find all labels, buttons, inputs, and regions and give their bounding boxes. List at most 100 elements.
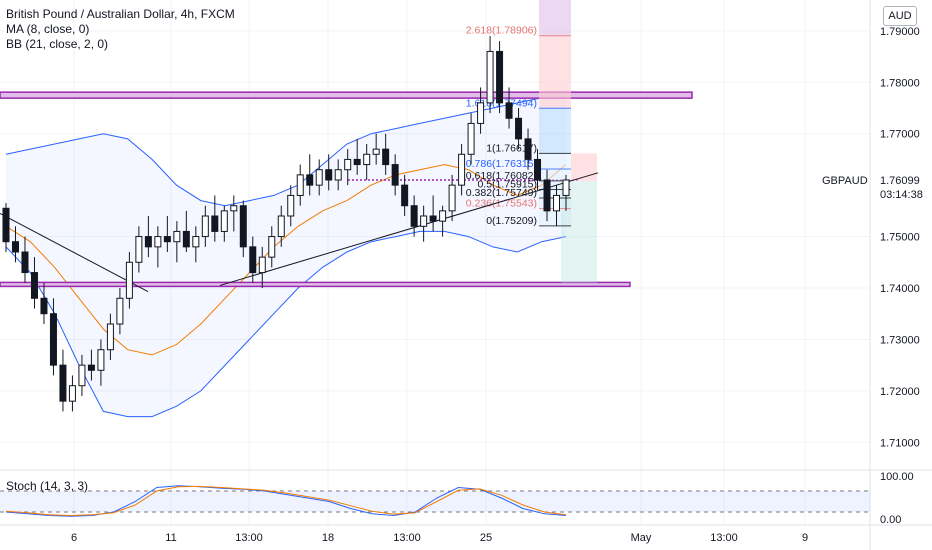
time-label: 6 <box>71 532 77 544</box>
currency-badge[interactable]: AUD <box>883 6 917 26</box>
candle-body <box>220 210 228 232</box>
candle-body <box>467 122 475 155</box>
candle-body <box>40 297 48 315</box>
candle-body <box>524 138 532 160</box>
candle-body <box>372 148 380 155</box>
candle <box>97 339 105 386</box>
price-axis[interactable]: 1.79000 1.78000 1.77000 1.75000 1.74000 1.730… <box>822 0 923 550</box>
candle <box>543 169 551 222</box>
current-symbol: GBPAUD <box>822 175 868 187</box>
trend-lines[interactable] <box>0 172 599 293</box>
fib-label: 1(1.76617) <box>486 142 537 154</box>
candle <box>78 354 86 396</box>
fib-label: 0.236(1.75543) <box>466 198 537 210</box>
upper-band <box>5 94 567 207</box>
candle-body <box>287 194 295 217</box>
candle <box>277 205 285 247</box>
time-axis[interactable]: 6 11 13:00 18 13:00 25 May 13:00 9 <box>0 524 932 544</box>
candle-body <box>496 50 504 104</box>
candle <box>496 41 504 114</box>
candle-body <box>173 230 181 243</box>
candle-body <box>201 215 209 238</box>
bollinger-bands <box>5 94 567 418</box>
candle-body <box>543 179 551 212</box>
stoch-band <box>0 491 870 512</box>
candle-body <box>534 158 542 181</box>
candle-body <box>429 215 437 222</box>
price-tick: 1.72000 <box>880 386 920 398</box>
candle <box>220 205 228 242</box>
stoch-pane: 100.00 0.00 <box>0 469 932 526</box>
candle-body <box>87 364 95 371</box>
candle-body <box>125 261 133 299</box>
candle-body <box>258 256 266 274</box>
candle <box>87 349 95 381</box>
fib-zone-mid <box>539 108 571 155</box>
stoch-tick-top: 100.00 <box>880 471 914 483</box>
candle <box>268 226 276 268</box>
candle-body <box>315 169 323 186</box>
candle <box>429 195 437 232</box>
candle-body <box>353 158 361 166</box>
ma-legend[interactable]: MA (8, close, 0) <box>6 22 90 36</box>
candle <box>448 174 456 222</box>
candle-body <box>277 215 285 238</box>
candle-body <box>553 194 561 212</box>
candle <box>30 257 38 309</box>
candle <box>173 221 181 263</box>
candle-body <box>49 313 57 366</box>
position-risk <box>571 153 597 182</box>
fib-label: 0.5(1.75915) <box>477 179 537 191</box>
candle <box>553 185 561 227</box>
price-grid <box>0 0 870 525</box>
candle <box>21 236 29 283</box>
candle-body <box>116 297 124 325</box>
candle <box>562 174 570 211</box>
candle <box>420 205 428 242</box>
candle <box>505 87 513 129</box>
candle-body <box>211 215 219 232</box>
candle <box>372 133 380 165</box>
candle <box>296 164 304 206</box>
candle-body <box>154 236 162 248</box>
candle-body <box>306 174 314 186</box>
candle <box>534 149 542 191</box>
candle-body <box>268 236 276 258</box>
candle-body <box>363 153 371 166</box>
bb-legend[interactable]: BB (21, close, 2, 0) <box>6 37 109 51</box>
candle <box>154 226 162 268</box>
candle-body <box>477 102 485 124</box>
price-tick: 1.71000 <box>880 437 920 449</box>
fib-label: 0.786(1.76315) <box>466 158 537 170</box>
candle-body <box>163 236 171 243</box>
candle <box>477 87 485 134</box>
candle <box>182 210 190 252</box>
candle <box>144 216 152 258</box>
fib-zone-top <box>539 0 571 36</box>
countdown: 03:14:38 <box>880 189 923 201</box>
candle-body <box>410 205 418 227</box>
horizontal-levels[interactable] <box>0 91 693 288</box>
downtrend-line <box>0 212 149 293</box>
candle-body <box>106 323 114 351</box>
candle <box>382 133 390 175</box>
candle-body <box>249 246 257 274</box>
candle <box>467 113 475 165</box>
candle <box>391 154 399 196</box>
candle <box>201 205 209 247</box>
candle <box>515 108 523 150</box>
candle-body <box>448 184 456 212</box>
candle <box>2 203 10 252</box>
candle <box>135 226 143 273</box>
candle-body <box>192 236 200 248</box>
candle-body <box>144 236 152 248</box>
support-level <box>0 281 631 288</box>
candle-body <box>2 207 10 243</box>
price-tick: 1.75000 <box>880 232 920 244</box>
candle <box>163 216 171 252</box>
time-label: May <box>631 532 652 544</box>
stoch-legend[interactable]: Stoch (14, 3, 3) <box>6 479 89 493</box>
candle <box>249 236 257 283</box>
candle-body <box>562 179 570 196</box>
